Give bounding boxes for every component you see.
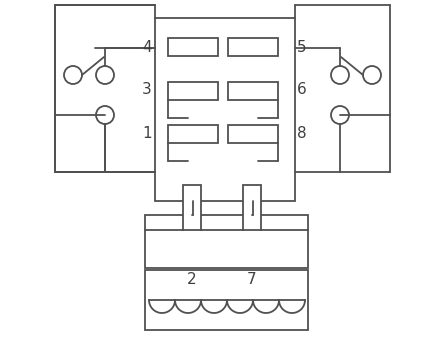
- Bar: [228, 82, 278, 100]
- Bar: [228, 125, 278, 143]
- Text: 7: 7: [247, 272, 257, 287]
- Text: 4: 4: [142, 39, 152, 55]
- Text: 2: 2: [187, 272, 197, 287]
- Text: 3: 3: [142, 82, 152, 98]
- Bar: [228, 38, 278, 56]
- Text: 1: 1: [142, 126, 152, 140]
- Bar: [155, 18, 295, 201]
- Bar: [168, 38, 218, 56]
- Bar: [145, 270, 308, 330]
- Text: 8: 8: [297, 126, 307, 140]
- Text: 5: 5: [297, 39, 307, 55]
- Bar: [168, 82, 218, 100]
- Bar: [168, 125, 218, 143]
- Bar: [145, 215, 308, 268]
- Bar: [243, 185, 261, 230]
- Text: 6: 6: [297, 82, 307, 98]
- Bar: [183, 185, 201, 230]
